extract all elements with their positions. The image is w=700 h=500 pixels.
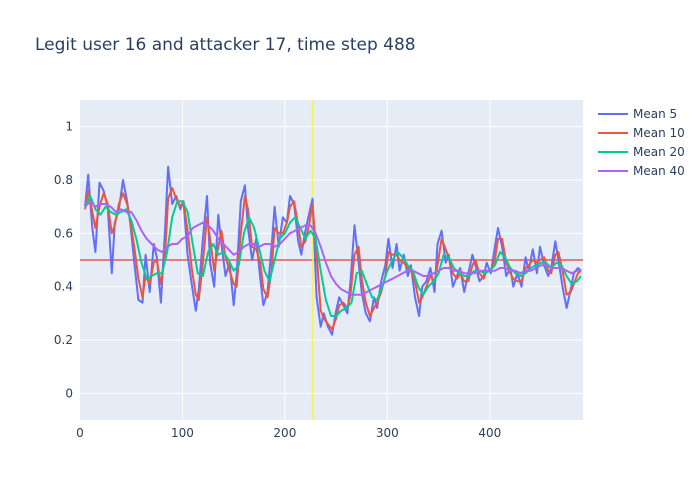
y-tick-label: 0.2	[54, 333, 73, 347]
tick-labels: 0 0.2 0.4 0.6 0.8 1 0 100 200 300 400	[54, 120, 501, 440]
x-tick-label: 400	[478, 426, 501, 440]
legend-label: Mean 10	[633, 126, 685, 140]
y-tick-label: 0.8	[54, 173, 73, 187]
legend-label: Mean 5	[633, 107, 677, 121]
x-tick-label: 0	[76, 426, 84, 440]
series	[84, 165, 582, 336]
y-tick-label: 0	[65, 386, 73, 400]
legend-item[interactable]: Mean 5	[598, 107, 677, 121]
legend-label: Mean 40	[633, 164, 685, 178]
legend-item[interactable]: Mean 40	[598, 164, 685, 178]
chart-title: Legit user 16 and attacker 17, time step…	[35, 35, 416, 55]
legend-item[interactable]: Mean 10	[598, 126, 685, 140]
legend-label: Mean 20	[633, 145, 685, 159]
series-line-2	[84, 187, 582, 331]
y-tick-label: 0.6	[54, 226, 73, 240]
y-tick-label: 1	[65, 120, 73, 134]
series-line-4	[84, 200, 581, 296]
x-tick-label: 300	[376, 426, 399, 440]
legend[interactable]: Mean 5 Mean 10 Mean 20 Mean 40	[598, 107, 685, 178]
legend-item[interactable]: Mean 20	[598, 145, 685, 159]
x-tick-label: 200	[273, 426, 296, 440]
x-tick-label: 100	[171, 426, 194, 440]
y-tick-label: 0.4	[54, 280, 73, 294]
